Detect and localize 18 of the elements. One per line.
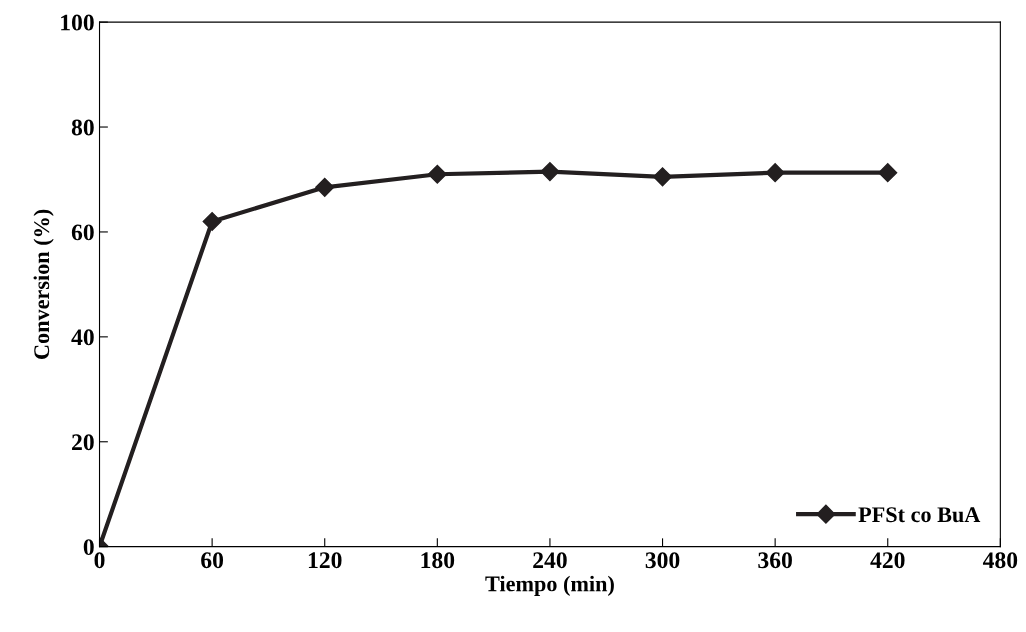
x-tick-label: 480 [982,552,1018,569]
x-axis-title: Tiempo (min) [485,575,614,596]
y-axis-title: Conversion (%) [33,209,54,359]
x-tick-label: 240 [533,552,567,569]
x-tick-label: 360 [758,552,792,569]
x-tick-label: 0 [94,552,105,569]
y-tick-label: 80 [71,119,94,136]
legend-label: PFSt co BuA [858,507,981,523]
x-tick-label: 300 [645,552,680,569]
y-tick-label: 40 [71,329,94,346]
y-tick-label: 60 [71,224,94,241]
y-tick-label: 20 [72,434,94,451]
x-tick-label: 120 [308,552,342,569]
x-tick-label: 60 [201,552,224,569]
y-tick-label: 100 [61,14,94,31]
x-tick-label: 420 [870,552,905,569]
x-tick-label: 180 [421,552,455,569]
y-tick-label: 0 [83,539,94,556]
